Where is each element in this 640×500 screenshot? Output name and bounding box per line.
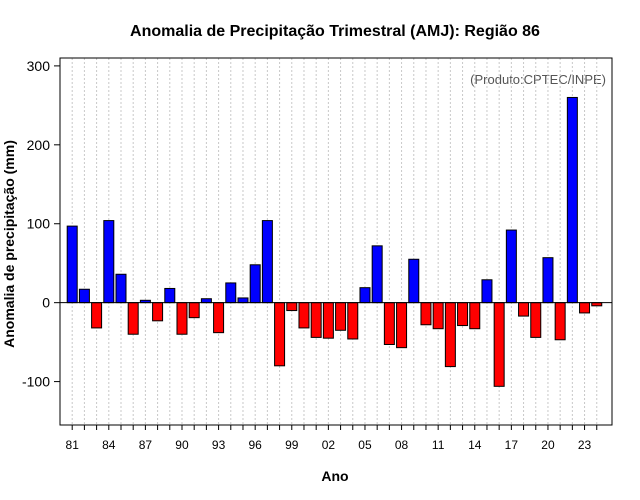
bar-1997 <box>261 220 273 304</box>
bar-2022 <box>566 96 578 304</box>
y-tick-label-0: 0 <box>42 295 50 311</box>
x-tick-label-2017: 17 <box>505 438 519 452</box>
x-tick-label-1996: 96 <box>249 438 263 452</box>
bar-1994 <box>225 282 237 304</box>
x-tick-label-2005: 05 <box>358 438 372 452</box>
bar-1995 <box>237 297 249 304</box>
y-axis-ticks: -100 0 100 200 300 <box>22 58 60 390</box>
bar-2004 <box>347 302 359 340</box>
x-tick-label-2008: 08 <box>395 438 409 452</box>
x-tick-label-1981: 81 <box>66 438 80 452</box>
bar-2016 <box>493 302 505 387</box>
x-tick-label-1987: 87 <box>139 438 153 452</box>
x-tick-label-2002: 02 <box>322 438 336 452</box>
x-tick-label-2014: 14 <box>468 438 482 452</box>
bars <box>66 96 603 387</box>
bar-2021 <box>554 302 566 341</box>
y-tick-label-200: 200 <box>27 137 51 153</box>
bar-2009 <box>408 258 420 304</box>
bar-2014 <box>469 302 481 330</box>
y-tick-label--100: -100 <box>22 374 50 390</box>
bar-1989 <box>164 287 176 304</box>
chart-title: Anomalia de Precipitação Trimestral (AMJ… <box>130 23 540 40</box>
bar-2008 <box>396 302 408 349</box>
bar-2020 <box>542 257 554 304</box>
bar-2007 <box>383 302 395 345</box>
bar-2017 <box>505 229 517 304</box>
bar-2006 <box>371 245 383 304</box>
bar-1983 <box>91 302 103 329</box>
x-tick-label-1999: 99 <box>285 438 299 452</box>
bar-2000 <box>298 302 310 329</box>
x-tick-label-2011: 11 <box>432 438 445 452</box>
y-tick-label-100: 100 <box>27 216 51 232</box>
bar-1981 <box>66 225 78 304</box>
x-axis-ticks: 81 84 87 90 93 96 99 02 05 08 11 14 17 20 23 <box>66 425 598 452</box>
y-tick-label-300: 300 <box>27 58 51 74</box>
bar-2023 <box>579 302 591 314</box>
x-tick-label-1990: 90 <box>175 438 189 452</box>
x-axis-label: Ano <box>321 468 348 484</box>
bar-1992 <box>200 298 212 304</box>
bar-1986 <box>127 302 139 335</box>
bar-1991 <box>188 302 200 319</box>
bar-2018 <box>518 302 530 317</box>
x-tick-label-2020: 20 <box>541 438 555 452</box>
bar-1988 <box>152 302 164 322</box>
bar-1990 <box>176 302 188 335</box>
bar-2001 <box>310 302 322 338</box>
bar-1996 <box>249 264 261 304</box>
bar-2003 <box>335 302 347 331</box>
grid-lines <box>71 58 598 425</box>
bar-2013 <box>457 302 469 327</box>
source-note: (Produto:CPTEC/INPE) <box>470 72 606 87</box>
bar-1998 <box>274 302 286 367</box>
bar-1993 <box>213 302 225 334</box>
bar-1999 <box>286 302 298 312</box>
x-tick-label-2023: 23 <box>578 438 592 452</box>
bar-2012 <box>444 302 456 368</box>
plot-frame <box>59 57 613 426</box>
bar-2010 <box>420 302 432 326</box>
x-tick-label-1984: 84 <box>102 438 116 452</box>
bar-1984 <box>103 220 115 304</box>
bar-2011 <box>432 302 444 330</box>
bar-1985 <box>115 273 127 304</box>
x-tick-label-1993: 93 <box>212 438 226 452</box>
bar-2002 <box>322 302 334 339</box>
bar-1982 <box>78 288 90 304</box>
y-axis-label: Anomalia de precipitação (mm) <box>1 140 17 348</box>
bar-2015 <box>481 279 493 304</box>
bar-2019 <box>530 302 542 338</box>
bar-2005 <box>359 287 371 304</box>
